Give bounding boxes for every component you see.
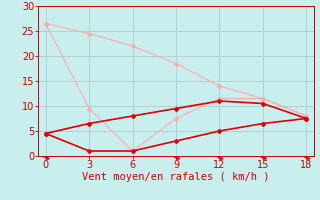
X-axis label: Vent moyen/en rafales ( km/h ): Vent moyen/en rafales ( km/h ): [82, 172, 270, 182]
